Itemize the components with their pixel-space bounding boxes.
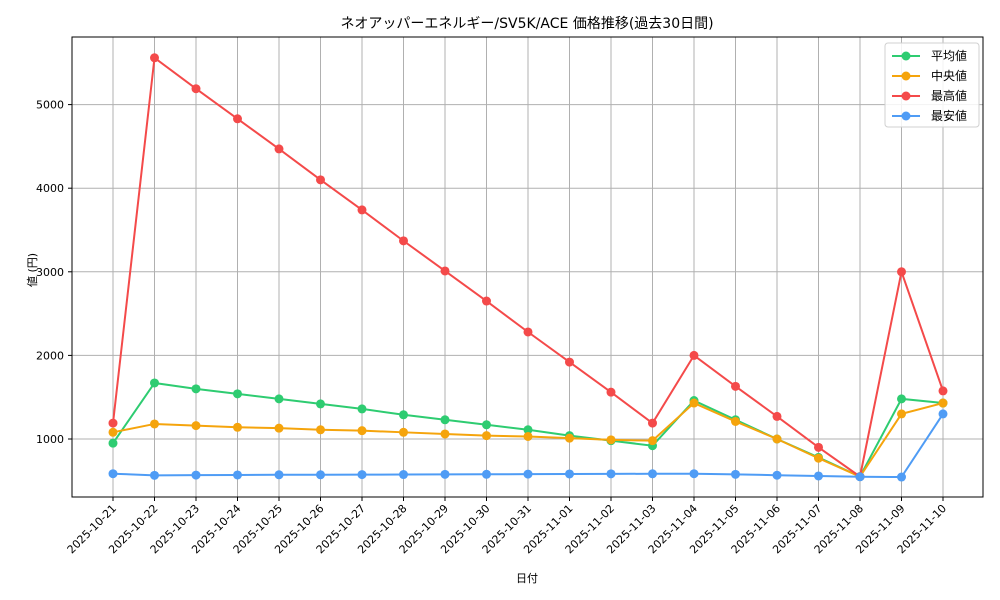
data-point [150,378,159,388]
data-point [274,394,284,404]
data-point [357,404,367,414]
data-point [191,470,201,480]
y-axis-label: 値 (円) [26,253,39,287]
data-point [648,436,657,446]
data-point [440,266,450,276]
y-axis-ticks: 1000 2000 3000 4000 5000 [36,99,72,446]
data-point [150,470,159,480]
data-point [108,418,118,428]
data-point [399,236,408,246]
data-point [648,469,657,479]
data-point [150,53,159,63]
data-point [357,470,367,480]
data-point [482,296,491,306]
chart-title: ネオアッパーエネルギー/SV5K/ACE 価格推移(過去30日間) [340,16,713,32]
data-point [274,470,284,480]
legend-label: 最安値 [931,108,967,123]
data-point [191,421,201,431]
data-point [108,427,118,437]
data-point [191,384,201,394]
data-point [399,470,408,480]
legend-box [884,42,980,128]
data-point [150,419,159,429]
data-point [897,409,906,419]
data-point [357,205,367,215]
data-point [440,415,450,425]
data-point [814,442,823,452]
data-point [689,398,699,408]
data-point [440,429,450,439]
data-point [897,472,906,482]
data-point [648,418,657,428]
data-point [772,470,782,480]
data-point [731,416,740,426]
legend-swatch-marker [901,51,911,61]
data-point [316,399,325,409]
data-point [606,469,616,479]
data-point [482,469,491,479]
data-point [357,426,367,436]
legend-label: 最高値 [931,88,967,103]
y-tick-label: 4000 [36,182,64,195]
data-point [772,411,782,421]
data-point [938,398,948,408]
data-point [689,469,699,479]
x-axis-label: 日付 [516,572,538,585]
data-point [523,469,533,479]
data-point [316,175,325,185]
series-lines [108,53,948,482]
data-point [274,423,284,433]
data-point [233,389,242,399]
data-point [897,394,906,404]
data-point [606,435,616,445]
data-point [108,438,118,448]
legend-swatch-marker [901,111,911,121]
data-point [523,327,533,337]
y-tick-label: 1000 [36,433,64,446]
data-point [565,357,574,367]
y-tick-label: 3000 [36,266,64,279]
data-point [108,469,118,479]
data-point [938,386,948,396]
data-point [482,420,491,430]
legend-swatch-marker [901,71,911,81]
data-point [399,427,408,437]
data-point [772,434,782,444]
data-point [274,144,284,154]
data-point [316,425,325,435]
data-point [399,410,408,420]
data-point [565,469,574,479]
y-tick-label: 2000 [36,349,64,362]
data-point [191,84,201,94]
data-point [855,472,865,482]
data-point [689,350,699,360]
data-point [606,387,616,397]
data-point [440,469,450,479]
data-point [233,470,242,480]
y-tick-label: 5000 [36,99,64,112]
data-point [731,381,740,391]
data-point [316,470,325,480]
data-point [814,471,823,481]
data-point [523,431,533,441]
data-point [233,114,242,124]
x-axis-ticks: 2025-10-212025-10-222025-10-232025-10-24… [65,497,949,556]
data-point [482,431,491,441]
legend-label: 平均値 [931,48,967,63]
data-point [565,433,574,443]
data-point [233,422,242,432]
data-point [897,267,906,277]
legend-label: 中央値 [931,68,967,83]
data-point [523,425,533,435]
data-point [731,469,740,479]
data-point [814,453,823,463]
legend-swatch-marker [901,91,911,101]
data-point [938,409,948,419]
